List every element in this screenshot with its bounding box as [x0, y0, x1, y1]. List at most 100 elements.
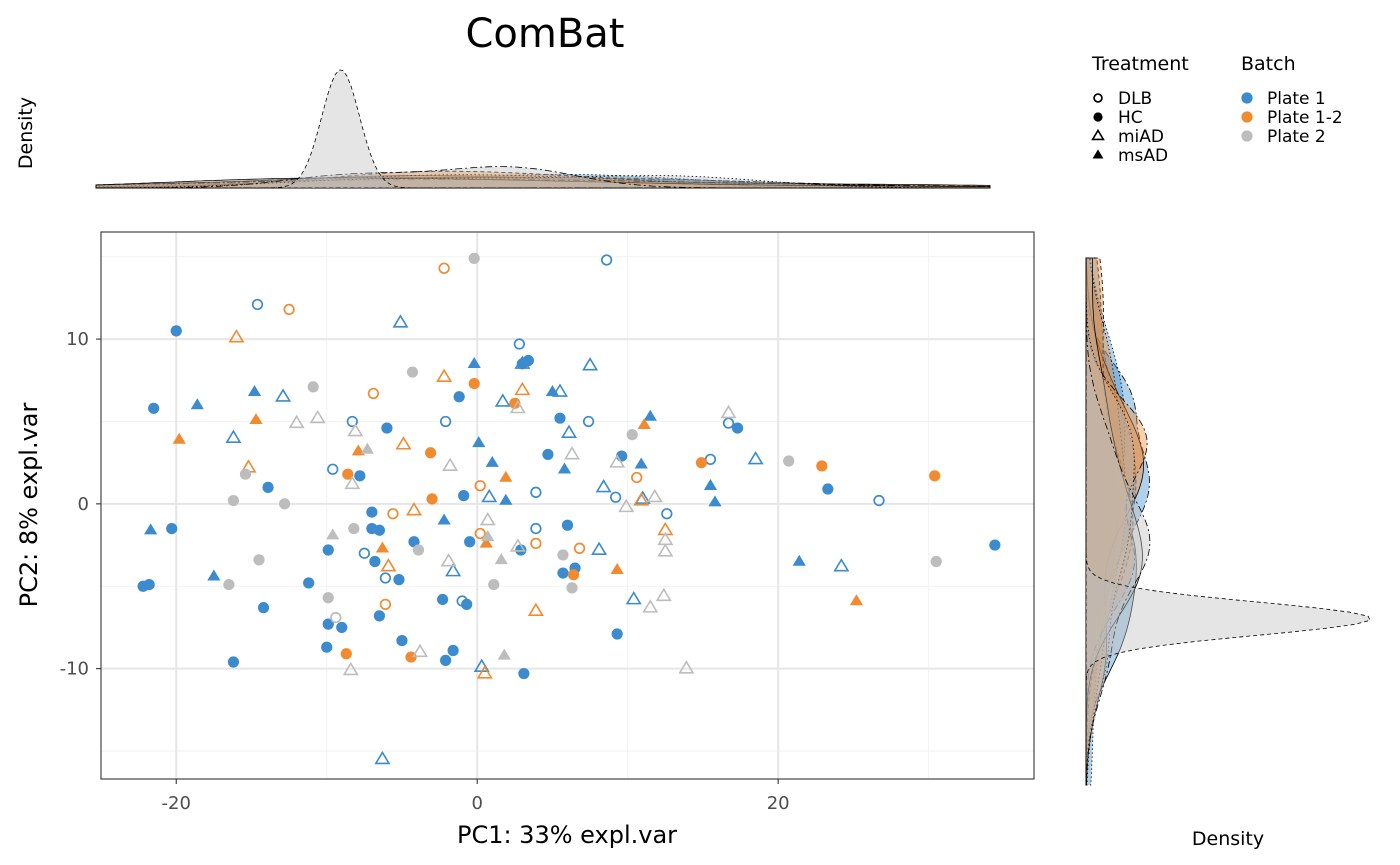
scatter-point: [283, 303, 295, 316]
scatter-point: [564, 446, 581, 460]
scatter-point: [406, 366, 419, 378]
density-curve-right: [1085, 257, 1127, 786]
scatter-point: [930, 555, 942, 568]
scatter-point: [509, 538, 526, 552]
scatter-point: [499, 493, 513, 505]
scatter-point: [379, 572, 392, 584]
scatter-point: [731, 422, 744, 434]
y-tick-label: -10: [60, 659, 89, 680]
legend-key-hc: [1093, 112, 1103, 122]
scatter-point: [303, 577, 315, 589]
legend-key-batch: [1241, 130, 1253, 142]
x-axis-ticks: -20 0 20: [162, 779, 790, 814]
density-curve-top: [95, 175, 990, 189]
scatter-point: [436, 593, 449, 606]
y-tick-label: 10: [66, 329, 89, 350]
scatter-point: [557, 567, 569, 579]
scatter-point: [582, 415, 595, 428]
scatter-point: [342, 661, 359, 676]
scatter-point: [610, 562, 624, 574]
top-density-panel: [95, 69, 991, 189]
scatter-point: [228, 329, 245, 343]
scatter-point: [488, 578, 500, 591]
legend-label-treatment: HC: [1118, 108, 1143, 128]
scatter-point: [557, 549, 569, 561]
scatter-point: [396, 635, 408, 647]
scatter-point: [336, 621, 348, 634]
scatter-point: [634, 457, 648, 469]
scatter-point: [330, 611, 342, 624]
x-tick-label: 20: [767, 793, 790, 814]
scatter-point: [600, 254, 613, 266]
scatter-point: [833, 558, 850, 572]
scatter-point: [439, 415, 452, 428]
legend-label-batch: Plate 1-2: [1267, 108, 1343, 128]
scatter-point: [436, 368, 453, 383]
scatter-point: [560, 424, 578, 439]
scatter-point: [929, 470, 941, 482]
scatter-point: [395, 436, 412, 450]
scatter-point: [561, 519, 574, 531]
scatter-point: [327, 463, 339, 475]
scatter-point: [479, 536, 493, 548]
scatter-point: [703, 478, 718, 490]
scatter-point: [373, 524, 385, 536]
scatter-point: [497, 648, 511, 660]
scatter-point: [456, 595, 468, 607]
scatter-point: [367, 387, 380, 400]
legend-key-dlb: [1093, 93, 1103, 103]
scatter-point: [223, 578, 235, 591]
scatter-point: [708, 495, 722, 507]
scatter-point: [144, 523, 158, 535]
scatter-point: [392, 314, 409, 328]
scatter-point: [288, 414, 305, 429]
points-layer: [137, 252, 1001, 765]
scatter-point: [262, 481, 274, 493]
top-density-label: Density: [15, 97, 37, 169]
scatter-point: [251, 298, 264, 311]
scatter-point: [514, 355, 531, 369]
scatter-point: [573, 542, 586, 554]
scatter-point: [342, 468, 354, 480]
density-curve-top: [96, 69, 990, 189]
scatter-point: [468, 377, 480, 390]
scatter-point: [227, 494, 240, 507]
scatter-point: [445, 563, 462, 577]
batch-legend-title: Batch: [1241, 53, 1296, 75]
density-curve-right: [1085, 258, 1371, 785]
scatter-point: [207, 569, 221, 581]
plot-border: [100, 231, 1035, 780]
scatter-point: [557, 462, 572, 474]
legend-key-miad: [1091, 128, 1105, 141]
legend-key-msad: [1092, 149, 1104, 159]
scatter-point: [275, 388, 292, 402]
scatter-point: [247, 385, 262, 397]
scatter-point: [408, 536, 420, 548]
scatter-point: [424, 447, 437, 459]
scatter-point: [618, 498, 635, 513]
scatter-point: [481, 530, 495, 542]
scatter-point: [366, 506, 378, 518]
scatter-point: [307, 381, 319, 393]
density-curve-right: [1085, 258, 1135, 786]
scatter-point: [566, 582, 578, 594]
right-density-panel: [1085, 257, 1371, 786]
chart-title: ComBat: [465, 11, 624, 57]
scatter-point: [369, 555, 381, 568]
scatter-point: [340, 648, 352, 660]
scatter-point: [476, 665, 493, 679]
scatter-point: [515, 544, 527, 556]
scatter-point: [172, 432, 186, 444]
scatter-point: [309, 409, 326, 424]
legend-label-treatment: msAD: [1118, 146, 1168, 166]
scatter-point: [453, 391, 465, 403]
legend-label-batch: Plate 2: [1267, 127, 1326, 147]
scatter-point: [747, 451, 764, 465]
scatter-point: [344, 475, 361, 490]
scatter-point: [527, 602, 544, 616]
density-curve-right: [1085, 257, 1144, 786]
scatter-point: [278, 498, 291, 510]
